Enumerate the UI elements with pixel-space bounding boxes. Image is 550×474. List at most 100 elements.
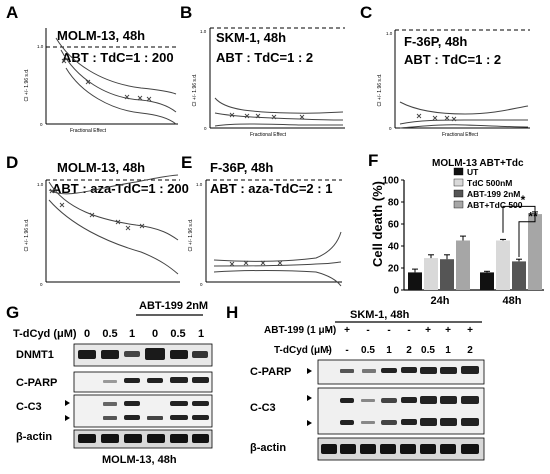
blot-h-row2-label: T-dCyd (μM) — [274, 345, 332, 356]
bar — [440, 259, 454, 290]
blot-g-row-label: T-dCyd (μM) — [13, 328, 77, 340]
panel-f: F MOLM-13 ABT+Tdc Cell death (%) 0 20 40 60… — [368, 151, 544, 307]
panel-a-ratio: ABT : TdC=1 : 200 — [62, 50, 174, 65]
panel-a-xlabel: Fractional Effect — [70, 128, 107, 134]
blot-g-cparp-membrane — [73, 371, 213, 393]
blot-h-label-bactin: β-actin — [250, 442, 286, 454]
blot-h-label-cc3: C-C3 — [250, 402, 276, 414]
panel-d-ylabel: CI +/- 1.96 s.d. — [24, 219, 30, 252]
blot-h-cc3-bands — [340, 396, 479, 426]
blot-g-doses: 0 0.5 1 0 0.5 1 — [84, 328, 204, 340]
panel-a-ytick-1: 1.0 — [37, 44, 44, 49]
abt-sign: - — [366, 325, 369, 336]
legend-label: ABT+TdC 500 — [467, 200, 523, 210]
legend-label: TdC 500nM — [467, 178, 512, 188]
blot-g-cc3-membrane — [73, 394, 213, 428]
blot-h-row1-label: ABT-199 (1 μM) — [264, 325, 336, 336]
panel-f-letter: F — [368, 151, 378, 170]
blot-g-dnmt1-membrane — [73, 343, 213, 367]
panel-d-ratio: ABT : aza-TdC=1 : 200 — [52, 181, 189, 196]
panel-h-letter: H — [226, 303, 238, 322]
tdcyd-dose: - — [326, 345, 329, 356]
panel-g-letter: G — [6, 303, 19, 322]
dose-label: 0.5 — [102, 328, 117, 340]
bar — [456, 240, 470, 290]
sig-bracket-1 — [502, 205, 536, 233]
tdcyd-dose: 0.5 — [361, 345, 375, 356]
panel-a-ytick-0: 0 — [40, 122, 43, 127]
y-tick-label: 60 — [388, 220, 400, 231]
blot-g-bactin-bands — [78, 434, 209, 443]
dose-label: 0.5 — [170, 328, 185, 340]
tdcyd-dose: 1 — [386, 345, 392, 356]
panel-d-ci-plot — [45, 174, 180, 283]
panel-b-xlabel: Fractional Effect — [250, 132, 287, 138]
abt-sign: + — [445, 325, 451, 336]
blot-g-label-cc3: C-C3 — [16, 401, 42, 413]
panel-b-ratio: ABT : TdC=1 : 2 — [216, 50, 313, 65]
panel-c-ci-plot — [394, 29, 530, 129]
panel-a: A MOLM-13, 48h ABT : TdC=1 : 200 1.0 0 C… — [6, 3, 178, 134]
abt-sign: + — [467, 325, 473, 336]
legend-swatch — [453, 189, 464, 198]
panel-c-letter: C — [360, 3, 372, 22]
panel-b-ytick-1: 1.0 — [200, 29, 207, 34]
blot-g-label-dnmt1: DNMT1 — [16, 349, 54, 361]
panel-b-letter: B — [180, 3, 192, 22]
blot-g-cc3-bands — [103, 401, 209, 420]
y-tick-label: 40 — [388, 242, 400, 253]
bar — [512, 261, 526, 290]
panel-c-ytick-0: 0 — [389, 126, 392, 131]
panel-d-title: MOLM-13, 48h — [57, 160, 145, 175]
panel-d-ytick-0: 0 — [40, 282, 43, 287]
dose-label: 0 — [84, 328, 90, 340]
tdcyd-dose: 2 — [406, 345, 412, 356]
y-tick-label: 0 — [393, 286, 399, 297]
panel-e: E F-36P, 48h ABT : aza-TdC=2 : 1 1.0 0 C… — [181, 153, 342, 287]
legend-swatch — [453, 200, 464, 209]
panel-c-xlabel: Fractional Effect — [442, 132, 479, 138]
tdcyd-dose: - — [345, 345, 348, 356]
blot-g-dnmt1-bands — [78, 348, 208, 360]
sig-star: * — [521, 193, 526, 207]
panel-e-ratio: ABT : aza-TdC=2 : 1 — [210, 181, 332, 196]
y-tick-label: 20 — [388, 264, 400, 275]
blot-g-caption: MOLM-13, 48h — [102, 454, 177, 466]
bar — [528, 214, 542, 290]
tdcyd-dose: 1 — [445, 345, 451, 356]
panel-e-ytick-1: 1.0 — [196, 182, 203, 187]
blot-g-label-cparp: C-PARP — [16, 377, 57, 389]
panel-d: D MOLM-13, 48h ABT : aza-TdC=1 : 200 1.0… — [6, 153, 189, 287]
dose-label: 0 — [152, 328, 158, 340]
panel-b-title: SKM-1, 48h — [216, 30, 286, 45]
panel-h: H SKM-1, 48h ABT-199 (1 μM) T-dCyd (μM) … — [226, 303, 485, 461]
panel-e-letter: E — [181, 153, 192, 172]
sig-bracket-2 — [518, 210, 536, 257]
legend-label: UT — [467, 167, 479, 177]
panel-c-ratio: ABT : TdC=1 : 2 — [404, 52, 501, 67]
panel-e-ylabel: CI +/- 1.96 s.d. — [188, 219, 194, 252]
abt-sign: + — [344, 325, 350, 336]
blot-g-header: ABT-199 2nM — [139, 300, 208, 312]
panel-d-ytick-1: 1.0 — [37, 182, 44, 187]
chart-title: MOLM-13 ABT+Tdc — [432, 158, 524, 169]
panel-a-ylabel: CI +/- 1.96 s.d. — [24, 69, 30, 102]
panel-b: B SKM-1, 48h ABT : TdC=1 : 2 1.0 0 CI +/… — [180, 3, 345, 138]
panel-d-letter: D — [6, 153, 18, 172]
dose-label: 1 — [198, 328, 204, 340]
legend-swatch — [453, 178, 464, 187]
panel-a-title: MOLM-13, 48h — [57, 28, 145, 43]
legend-label: ABT-199 2nM — [467, 189, 520, 199]
abt-sign: - — [326, 325, 329, 336]
x-tick-label: 24h — [431, 295, 450, 307]
bar — [480, 272, 494, 290]
panel-c-ytick-1: 1.0 — [386, 31, 393, 36]
blot-h-title: SKM-1, 48h — [350, 309, 410, 321]
blot-h-cparp-bands — [340, 366, 479, 374]
blot-h-cc3-membrane — [317, 387, 485, 435]
bar — [496, 240, 510, 290]
abt-sign: - — [387, 325, 390, 336]
panel-c: C F-36P, 48h ABT : TdC=1 : 2 1.0 0 CI +/… — [360, 3, 530, 138]
